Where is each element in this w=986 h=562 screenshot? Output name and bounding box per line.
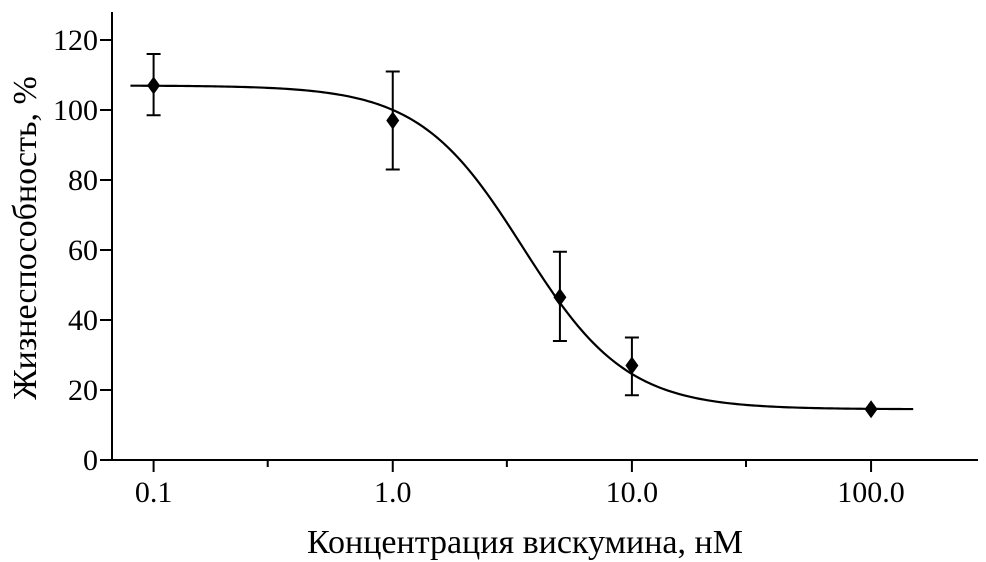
error-bars bbox=[146, 53, 639, 397]
y-tick-label: 100 bbox=[53, 94, 98, 127]
x-tick-label: 100.0 bbox=[837, 476, 905, 509]
x-tick-label: 10.0 bbox=[606, 476, 659, 509]
y-axis-title: Жизнеспособность, % bbox=[7, 76, 44, 400]
y-tick-label: 60 bbox=[68, 234, 98, 267]
data-point bbox=[553, 288, 567, 307]
axes bbox=[111, 12, 978, 461]
x-tick-label: 0.1 bbox=[135, 476, 173, 509]
data-point bbox=[147, 76, 161, 95]
y-ticks: 0 20 40 60 80 100 120 bbox=[53, 24, 112, 477]
x-axis-title: Концентрация вискумина, нМ bbox=[307, 524, 743, 561]
fit-curve bbox=[130, 84, 914, 411]
x-ticks: 0.1 1.0 10.0 100.0 bbox=[135, 460, 905, 509]
y-tick-label: 80 bbox=[68, 164, 98, 197]
y-tick-label: 20 bbox=[68, 374, 98, 407]
y-tick-label: 40 bbox=[68, 304, 98, 337]
y-tick-label: 0 bbox=[83, 444, 98, 477]
data-point bbox=[864, 400, 878, 419]
x-tick-label: 1.0 bbox=[374, 476, 412, 509]
data-markers bbox=[147, 76, 878, 419]
data-point bbox=[386, 111, 400, 130]
y-tick-label: 120 bbox=[53, 24, 98, 57]
data-point bbox=[625, 356, 639, 375]
